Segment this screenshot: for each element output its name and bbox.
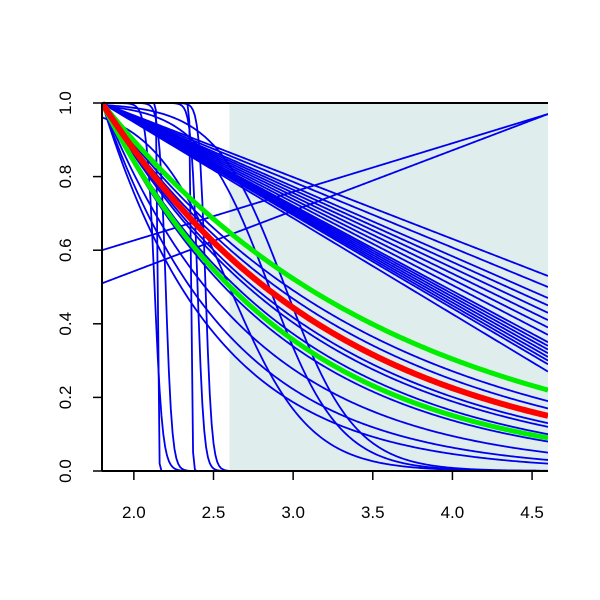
blue-linear-curve-13 [102,102,548,362]
y-tick-label-3: 0.6 [56,238,75,262]
blue-exp-curve-2 [102,102,548,410]
blue-linear-curve-2 [102,102,548,299]
x-tick-label-2: 3.0 [281,503,305,522]
blue-exp-curve-5 [102,102,548,428]
blue-linear-curve-7 [102,102,548,336]
y-tick-label-2: 0.4 [56,312,75,336]
blue-step-curve-1 [102,102,548,471]
x-tick-label-1: 2.5 [202,503,226,522]
blue-linear-curve-3 [102,102,548,307]
x-tick-label-3: 3.5 [361,503,385,522]
x-tick-label-0: 2.0 [122,503,146,522]
blue-exp-curve-7 [102,102,548,443]
blue-exp-curve-1 [102,102,548,402]
blue-linear-curve-14 [102,102,548,347]
x-tick-label-4: 4.0 [441,503,465,522]
y-tick-label-5: 1.0 [56,91,75,115]
green-curve-0 [102,101,548,393]
blue-rising-curve-1 [102,113,548,285]
y-tick-label-1: 0.2 [56,386,75,410]
y-tick-label-4: 0.8 [56,165,75,189]
blue-exp-curve-4 [102,102,548,425]
blue-linear-curve-12 [102,102,548,373]
blue-linear-curve-15 [102,102,548,355]
blue-linear-curve-4 [102,102,548,314]
blue-linear-curve-5 [102,102,548,321]
blue-linear-curve-1 [102,102,548,288]
blue-linear-curve-6 [102,102,548,329]
blue-exp-curve-10 [102,102,548,465]
blue-step-curve-5 [102,102,548,471]
green-curve-1 [102,101,548,441]
blue-linear-curve-0 [102,102,548,277]
blue-exp-curve-6 [102,102,548,436]
x-tick-label-5: 4.5 [520,503,544,522]
red-curve [102,101,548,419]
blue-exp-curve-8 [102,102,548,454]
y-tick-label-0: 0.0 [56,459,75,483]
